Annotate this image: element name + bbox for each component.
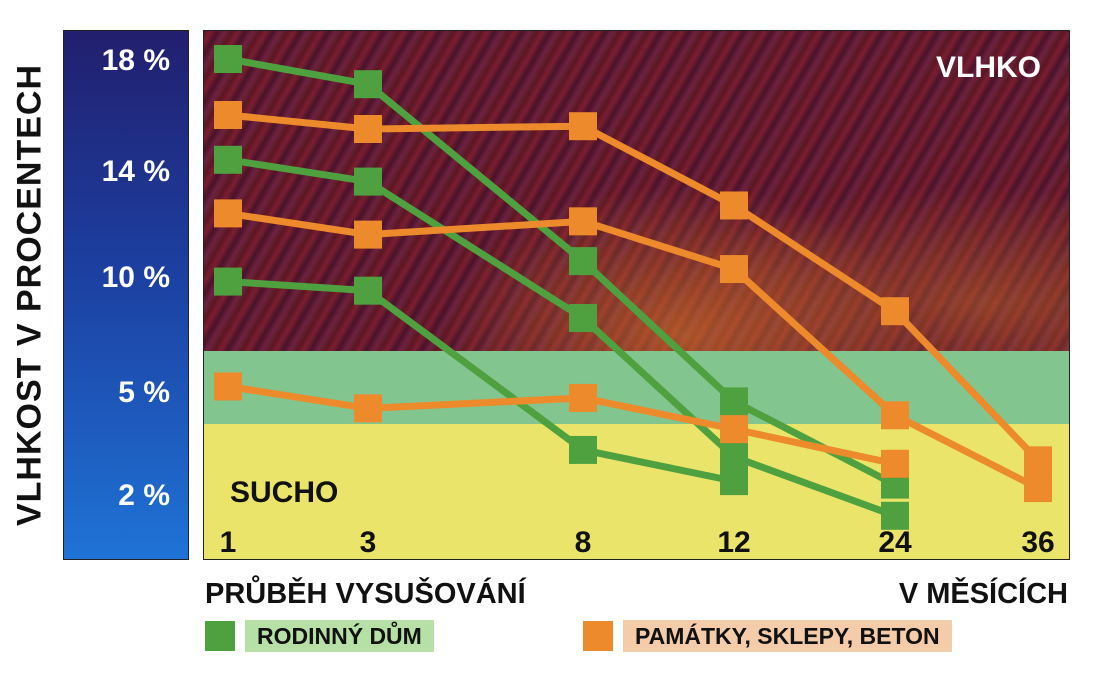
series-line [227,209,1040,492]
data-point-marker [720,387,748,416]
x-tick-label: 12 [717,526,751,559]
series-line [227,111,1041,463]
data-point-marker [214,267,242,296]
x-tick-label: 1 [219,526,237,559]
data-point-marker [569,112,597,141]
x-tick-label: 36 [1021,526,1055,559]
data-point-marker [1024,446,1052,475]
wet-zone-label: VLHKO [936,51,1041,84]
data-point-marker [569,207,597,236]
data-point-marker [214,101,242,129]
data-point-marker [569,304,597,333]
y-axis-title: VLHKOST V PROCENTECH [0,30,60,560]
data-point-marker [720,467,748,496]
data-point-marker [881,501,909,530]
data-point-marker [720,255,748,284]
data-point-marker [214,372,242,401]
x-tick-label: 24 [878,526,912,559]
data-point-marker [720,191,748,220]
wet-zone [204,31,1069,351]
y-tick-label: 5 % [118,376,170,409]
y-axis-panel: 18 % 14 % 10 % 5 % 2 % [63,30,189,560]
series-line [227,156,897,520]
y-tick-label: 10 % [101,261,170,294]
plot-area: VLHKO SUCHO 1 3 8 12 24 36 [203,30,1070,560]
data-point-marker [569,383,597,412]
x-axis-caption-right: V MĚSÍCÍCH [898,578,1068,610]
data-point-marker [354,70,382,99]
data-point-marker [881,449,909,478]
x-axis-caption-left: PRŮBĚH VYSUŠOVÁNÍ [205,578,526,610]
y-tick-label: 14 % [101,155,170,188]
dry-zone [204,424,1069,559]
data-point-marker [354,167,382,196]
data-point-marker [214,45,242,73]
series-layer [214,45,1052,530]
x-tick-label: 8 [574,526,592,559]
x-tick-label: 3 [359,526,377,559]
legend-label: PAMÁTKY, SKLEPY, BETON [623,620,952,652]
data-point-marker [881,297,909,326]
legend-item-monuments: PAMÁTKY, SKLEPY, BETON [583,620,952,652]
data-point-marker [214,145,242,174]
legend-label: RODINNÝ DŮM [245,620,434,652]
data-point-marker [569,247,597,276]
legend-swatch-green [205,621,235,651]
data-point-marker [720,415,748,444]
dry-zone-label: SUCHO [230,476,339,509]
data-point-marker [354,220,382,249]
data-point-marker [881,401,909,430]
y-tick-label: 18 % [101,44,170,77]
y-tick-label: 2 % [118,479,170,512]
data-point-marker [354,115,382,143]
series-line [227,382,896,468]
data-point-marker [354,394,382,423]
data-point-marker [720,442,748,471]
series-line [227,278,735,485]
data-point-marker [569,435,597,464]
data-point-marker [214,199,242,228]
legend-swatch-orange [583,621,613,651]
y-axis-title-text: VLHKOST V PROCENTECH [10,63,49,527]
data-point-marker [354,276,382,305]
data-point-marker [1024,474,1052,503]
legend-item-house: RODINNÝ DŮM [205,620,434,652]
